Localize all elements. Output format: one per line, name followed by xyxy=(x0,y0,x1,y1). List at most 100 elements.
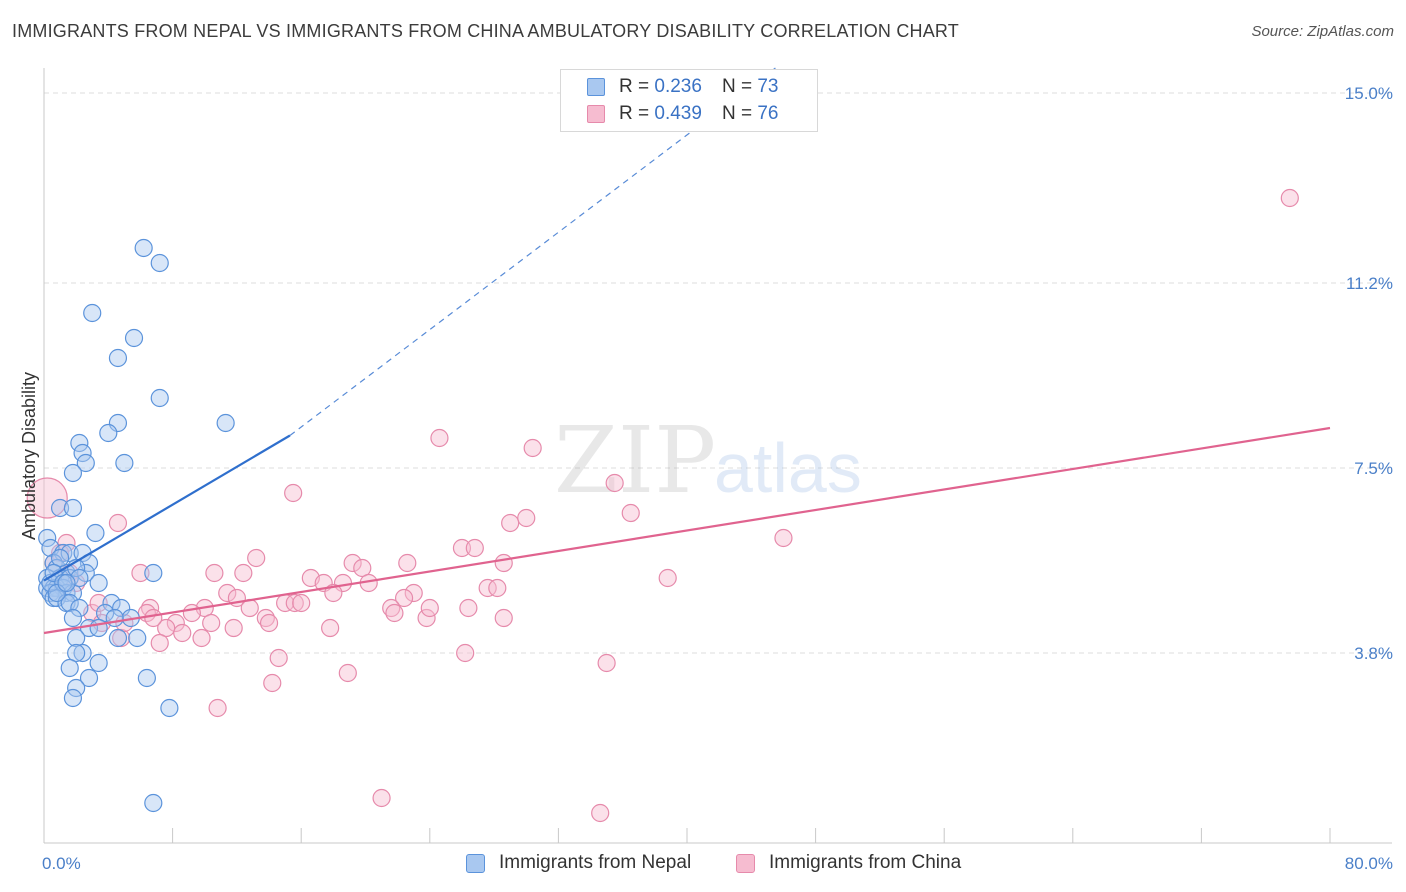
china-point xyxy=(202,613,221,633)
china-point xyxy=(247,548,266,568)
nepal-point xyxy=(102,593,121,613)
china-point xyxy=(385,603,404,623)
nepal-points xyxy=(38,238,235,813)
x-tick-label: 80.0% xyxy=(1345,854,1393,873)
china-point xyxy=(494,608,513,628)
nepal-point xyxy=(83,303,102,323)
nepal-point xyxy=(137,668,156,688)
nepal-point xyxy=(79,668,99,688)
china-point xyxy=(263,673,282,693)
china-point xyxy=(494,553,513,573)
nepal-point xyxy=(144,793,163,813)
nepal-point xyxy=(115,453,134,473)
tick-labels: 3.8% 7.5% 11.2% 15.0% 0.0% 80.0% xyxy=(42,84,1393,873)
china-point xyxy=(478,578,497,598)
legend-n-label: N = xyxy=(721,76,753,97)
china-point xyxy=(182,603,201,623)
nepal-point xyxy=(63,463,83,483)
china-point xyxy=(269,648,288,668)
legend-row-china: R = 0.439 N = 76 xyxy=(587,103,778,125)
y-tick-label: 11.2% xyxy=(1346,274,1393,293)
nepal-point xyxy=(50,498,70,518)
nepal-point xyxy=(73,443,92,463)
series-swatch-nepal xyxy=(466,853,485,873)
china-point xyxy=(144,608,163,628)
legend-n-value-china: 76 xyxy=(757,103,779,124)
nepal-point xyxy=(89,618,108,638)
y-tick-label: 15.0% xyxy=(1345,84,1393,103)
trend-lines xyxy=(43,67,1331,635)
y-axis-label: Ambulatory Disability xyxy=(19,372,39,540)
china-point xyxy=(150,633,169,653)
china-point xyxy=(205,563,224,583)
nepal-point xyxy=(60,543,79,563)
y-tick-label: 3.8% xyxy=(1354,644,1393,663)
legend-n-label: N = xyxy=(721,103,753,124)
china-point xyxy=(456,643,475,663)
nepal-point xyxy=(63,688,83,708)
legend-r-value-china: 0.439 xyxy=(654,103,702,124)
china-point xyxy=(382,598,401,618)
axes xyxy=(43,68,1392,844)
nepal-point xyxy=(105,608,124,628)
nepal-point xyxy=(99,423,118,443)
nepal-point xyxy=(108,348,128,368)
china-point xyxy=(774,528,793,548)
nepal-point xyxy=(86,523,105,543)
correlation-legend: R = 0.236 N = 73 R = 0.439 N = 76 xyxy=(560,69,818,132)
china-point xyxy=(523,438,542,458)
nepal-point xyxy=(144,563,163,583)
china-point xyxy=(234,563,253,583)
nepal-point xyxy=(150,253,169,273)
nepal-point xyxy=(160,698,179,718)
china-point xyxy=(459,598,478,618)
china-point xyxy=(284,483,303,503)
nepal-point xyxy=(63,608,83,628)
series-legend-china[interactable]: Immigrants from China xyxy=(736,852,961,874)
china-point xyxy=(501,513,520,533)
china-point xyxy=(131,563,150,583)
watermark-atlas: atlas xyxy=(714,429,862,507)
nepal-point xyxy=(95,603,115,623)
legend-n-value-nepal: 73 xyxy=(757,76,779,97)
nepal-point xyxy=(54,543,73,563)
x-tick-label: 0.0% xyxy=(42,854,81,873)
nepal-point xyxy=(50,548,70,568)
china-point xyxy=(292,593,311,613)
china-point xyxy=(465,538,484,558)
nepal-point xyxy=(67,643,86,663)
china-point xyxy=(597,653,616,673)
china-point xyxy=(605,473,624,493)
china-point xyxy=(517,508,536,528)
china-point xyxy=(173,623,192,643)
china-point xyxy=(353,558,372,578)
nepal-point xyxy=(57,573,76,593)
nepal-point xyxy=(150,388,169,408)
china-point xyxy=(488,578,507,598)
nepal-point xyxy=(124,328,144,348)
nepal-point xyxy=(70,433,89,453)
nepal-point xyxy=(89,573,108,593)
china-point xyxy=(452,538,472,558)
china-point xyxy=(394,588,414,608)
nepal-trend-line xyxy=(43,434,291,582)
nepal-point xyxy=(89,653,108,673)
china-trend-line xyxy=(43,426,1331,635)
china-point xyxy=(208,698,227,718)
nepal-point xyxy=(38,528,57,548)
china-point xyxy=(259,613,279,633)
china-point xyxy=(417,608,436,628)
chart-title: IMMIGRANTS FROM NEPAL VS IMMIGRANTS FROM… xyxy=(12,21,960,41)
series-legend-nepal[interactable]: Immigrants from Nepal xyxy=(466,852,691,874)
legend-swatch-china xyxy=(587,105,605,123)
nepal-point xyxy=(47,583,66,603)
china-point xyxy=(224,618,243,638)
china-point xyxy=(420,598,439,618)
china-point xyxy=(591,803,610,823)
china-point xyxy=(404,583,423,603)
nepal-point xyxy=(134,238,153,258)
china-point xyxy=(256,608,275,628)
china-point xyxy=(372,788,391,808)
china-point xyxy=(398,553,417,573)
